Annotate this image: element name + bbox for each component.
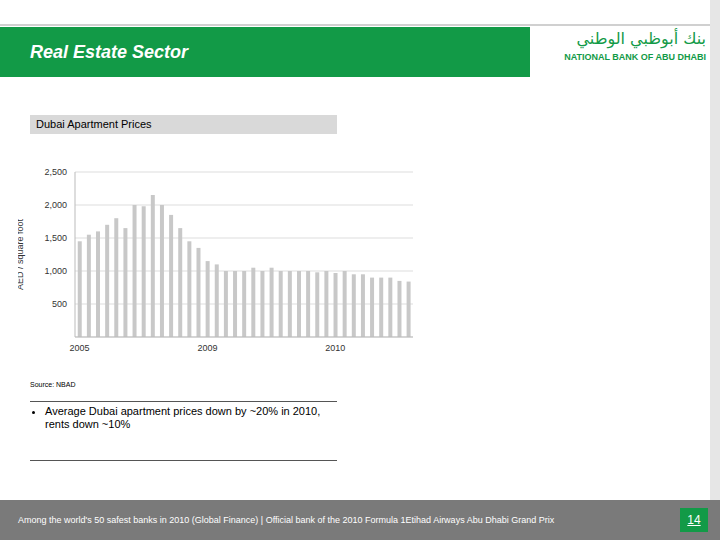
html-text:Among the world's 50 safest ba: Among the world's 50 safest banks in 201… — [18, 515, 555, 525]
html-text:NATIONAL BANK OF ABU DHABI: NATIONAL BANK OF ABU DHABI — [564, 52, 706, 62]
svg-text:AED / square foot: AED / square foot — [18, 218, 25, 290]
html-text:Source: NBAD: Source: NBAD — [30, 381, 76, 388]
html-text:Dubai Apartment Prices: Dubai Apartment Prices — [36, 118, 152, 130]
html-text:Real Estate Sector: Real Estate Sector — [30, 42, 189, 62]
svg-text:1,000: 1,000 — [44, 266, 67, 276]
svg-text:2005: 2005 — [70, 343, 90, 353]
svg-text:2010: 2010 — [325, 343, 345, 353]
svg-text:500: 500 — [52, 299, 67, 309]
svg-text:2,000: 2,000 — [44, 200, 67, 210]
html-text:14: 14 — [687, 513, 701, 527]
svg-text:2009: 2009 — [197, 343, 217, 353]
html-text:Average Dubai apartment prices: Average Dubai apartment prices down by ~… — [45, 405, 321, 430]
html-text:بنك أبوظبي الوطني: بنك أبوظبي الوطني — [576, 29, 706, 48]
svg-text:2,500: 2,500 — [44, 167, 67, 177]
svg-text:1,500: 1,500 — [44, 233, 67, 243]
